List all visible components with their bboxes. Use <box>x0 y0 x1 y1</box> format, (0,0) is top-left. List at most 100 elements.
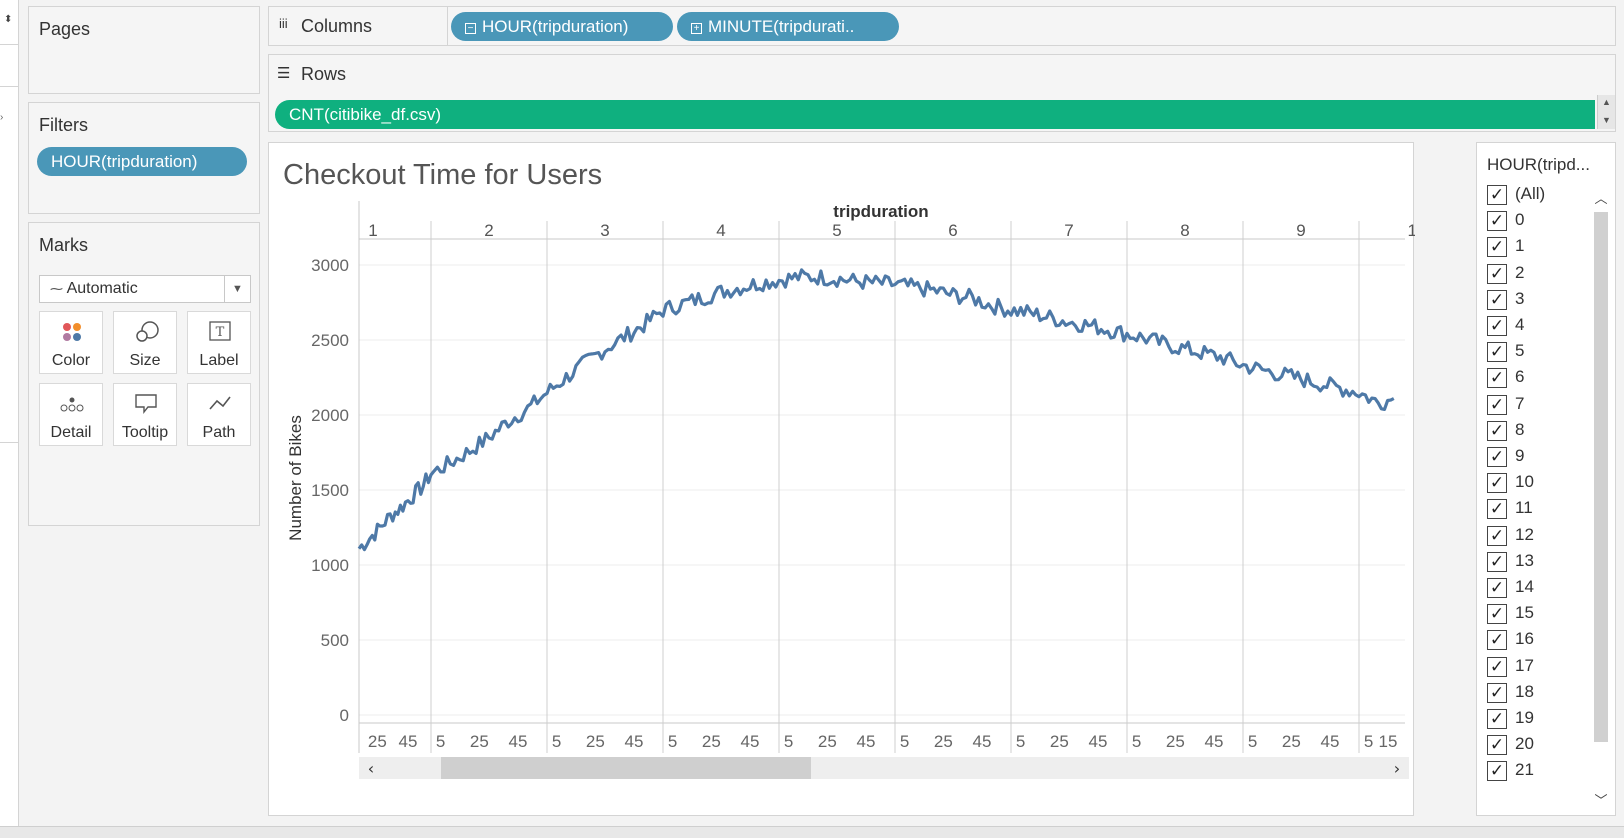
collapse-arrows-icon[interactable]: ⬍ <box>4 14 13 25</box>
columns-shelf[interactable]: iii Columns − HOUR(tripduration) + MINUTE(… <box>268 6 1616 46</box>
checkbox-icon[interactable]: ✓ <box>1487 709 1507 729</box>
checkbox-icon[interactable]: ✓ <box>1487 211 1507 232</box>
checkbox-icon[interactable]: ✓ <box>1487 316 1507 336</box>
chevron-down-icon[interactable]: ▼ <box>224 276 250 302</box>
filter-item-label: 6 <box>1515 367 1525 387</box>
pane-header-5[interactable]: 5 <box>832 221 841 240</box>
marks-title: Marks <box>39 235 88 255</box>
rows-pill-count[interactable]: CNT(citibike_df.csv) <box>275 100 1595 129</box>
viz-canvas[interactable]: Checkout Time for Users tripduration 0 500… <box>268 142 1415 817</box>
filter-item-label: 20 <box>1515 734 1534 754</box>
marks-card[interactable]: Marks ⁓ Automatic ▼ Color Size T Label D… <box>28 222 260 526</box>
pages-card[interactable]: Pages <box>28 6 260 94</box>
checkbox-icon[interactable]: ✓ <box>1487 499 1507 520</box>
checkbox-icon[interactable]: ✓ <box>1487 656 1507 677</box>
minute-tick-label: 45 <box>1321 732 1340 751</box>
scroll-up-icon[interactable]: ▲ <box>1602 97 1611 107</box>
pane-header-9[interactable]: 9 <box>1296 221 1305 240</box>
filters-card[interactable]: Filters HOUR(tripduration) <box>28 102 260 214</box>
minute-tick-label: 45 <box>973 732 992 751</box>
series-line[interactable] <box>357 268 1395 552</box>
minute-tick-label: 25 <box>702 732 721 751</box>
expand-icon[interactable]: + <box>691 23 702 34</box>
checkbox-icon[interactable]: ✓ <box>1487 578 1507 598</box>
minute-tick-label: 25 <box>934 732 953 751</box>
rows-scrollbar[interactable]: ▲ ▼ <box>1597 95 1615 129</box>
label-button[interactable]: T Label <box>187 311 251 374</box>
scroll-down-icon[interactable]: ﹀ <box>1594 793 1608 808</box>
minute-tick-label: 45 <box>625 732 644 751</box>
checkbox-icon[interactable]: ✓ <box>1487 368 1507 389</box>
columns-pill-hour[interactable]: − HOUR(tripduration) <box>451 12 673 41</box>
filters-title: Filters <box>39 115 88 135</box>
checkbox-icon[interactable]: ✓ <box>1487 237 1507 258</box>
line-chart[interactable]: tripduration 0 500 1000 1500 2000 2500 3000 Numb… <box>269 143 1415 817</box>
pane-header-1[interactable]: 1 <box>368 221 377 240</box>
minute-tick-label: 5 <box>1248 732 1257 751</box>
pane-header-10[interactable]: 10 <box>1408 221 1415 240</box>
checkbox-icon[interactable]: ✓ <box>1487 682 1507 703</box>
minute-tick-label: 25 <box>586 732 605 751</box>
rows-label: Rows <box>301 64 347 84</box>
path-button[interactable]: Path <box>187 383 251 446</box>
scroll-thumb[interactable] <box>1594 212 1608 742</box>
mark-type-value: Automatic <box>66 280 138 297</box>
detail-button[interactable]: Detail <box>39 383 103 446</box>
checkbox-icon[interactable]: ✓ <box>1487 263 1507 284</box>
path-icon <box>188 392 250 416</box>
checkbox-icon[interactable]: ✓ <box>1487 289 1507 310</box>
filter-item-label: 21 <box>1515 760 1534 780</box>
checkbox-icon[interactable]: ✓ <box>1487 604 1507 625</box>
columns-pill-minute[interactable]: + MINUTE(tripdurati.. <box>677 12 899 41</box>
checkbox-icon[interactable]: ✓ <box>1487 525 1507 546</box>
columns-icon: iii <box>279 16 288 31</box>
minute-tick-label: 5 <box>552 732 561 751</box>
checkbox-icon[interactable]: ✓ <box>1487 761 1507 782</box>
minute-tick-label: 25 <box>818 732 837 751</box>
checkbox-icon[interactable]: ✓ <box>1487 735 1507 756</box>
checkbox-icon[interactable]: ✓ <box>1487 551 1507 572</box>
color-button[interactable]: Color <box>39 311 103 374</box>
checkbox-icon[interactable]: ✓ <box>1487 342 1507 363</box>
y-tick-label: 3000 <box>311 256 349 275</box>
h-scrollbar-thumb[interactable] <box>441 757 811 779</box>
pane-header-2[interactable]: 2 <box>484 221 493 240</box>
columns-label: Columns <box>301 16 373 36</box>
size-icon <box>114 320 176 344</box>
collapse-icon[interactable]: − <box>465 23 476 34</box>
checkbox-icon[interactable]: ✓ <box>1487 447 1507 467</box>
scroll-up-icon[interactable]: ︿ <box>1594 191 1608 206</box>
minute-tick-label: 5 <box>1016 732 1025 751</box>
checkbox-icon[interactable]: ✓ <box>1487 473 1507 494</box>
filter-item-label: 7 <box>1515 393 1525 413</box>
tooltip-button[interactable]: Tooltip <box>113 383 177 446</box>
pane-header-8[interactable]: 8 <box>1180 221 1189 240</box>
y-tick-label: 2000 <box>311 406 349 425</box>
scroll-right-icon[interactable]: › <box>1394 759 1400 778</box>
scroll-down-icon[interactable]: ▼ <box>1602 115 1611 125</box>
pane-header-4[interactable]: 4 <box>716 221 725 240</box>
pages-title: Pages <box>39 19 91 39</box>
rows-shelf[interactable]: ☰ Rows CNT(citibike_df.csv) ▲ ▼ <box>268 54 1616 132</box>
pane-header-7[interactable]: 7 <box>1064 221 1073 240</box>
filter-item-label: 19 <box>1515 708 1534 727</box>
sheet-tabs-bar[interactable] <box>0 826 1624 838</box>
mark-type-dropdown[interactable]: ⁓ Automatic ▼ <box>39 275 251 303</box>
y-tick-label: 500 <box>321 631 349 650</box>
scroll-left-icon[interactable]: ‹ <box>368 759 374 778</box>
filter-pill-hour[interactable]: HOUR(tripduration) <box>37 147 247 176</box>
pane-header-6[interactable]: 6 <box>948 221 957 240</box>
checkbox-icon[interactable]: ✓ <box>1487 630 1507 651</box>
filter-item-label: (All) <box>1515 184 1546 203</box>
menu-arrow-icon[interactable]: › <box>0 112 4 123</box>
text-label-icon: T <box>188 320 250 344</box>
pane-header-3[interactable]: 3 <box>600 221 609 240</box>
size-button[interactable]: Size <box>113 311 177 374</box>
minute-tick-label: 15 <box>1379 732 1398 751</box>
checkbox-icon[interactable]: ✓ <box>1487 394 1507 415</box>
minute-tick-label: 5 <box>436 732 445 751</box>
checkbox-icon[interactable]: ✓ <box>1487 420 1507 441</box>
filter-card-scrollbar[interactable]: ︿ ﹀ <box>1591 188 1611 812</box>
filter-item-label: 15 <box>1515 603 1534 623</box>
checkbox-icon[interactable]: ✓ <box>1487 185 1507 205</box>
